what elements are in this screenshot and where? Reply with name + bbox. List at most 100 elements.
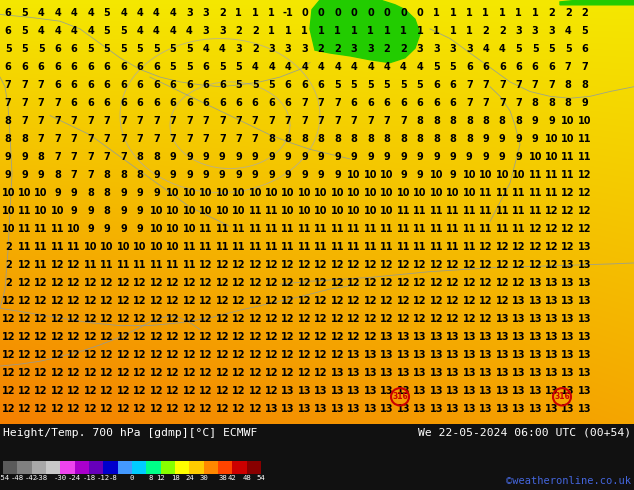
Text: 1: 1 <box>515 8 522 18</box>
Text: 13: 13 <box>314 404 328 415</box>
Text: 4: 4 <box>219 44 226 54</box>
Text: 13: 13 <box>561 296 575 306</box>
Text: 8: 8 <box>433 116 440 126</box>
Text: 12: 12 <box>265 314 278 324</box>
Text: 0: 0 <box>384 8 391 18</box>
Text: 5: 5 <box>384 80 391 90</box>
Text: 8: 8 <box>22 134 28 144</box>
Text: 12: 12 <box>183 350 196 360</box>
Text: 9: 9 <box>301 170 308 180</box>
Text: 12: 12 <box>281 332 295 343</box>
Text: 12: 12 <box>199 296 212 306</box>
Text: 12: 12 <box>331 332 344 343</box>
Text: 9: 9 <box>136 206 143 216</box>
Text: 12: 12 <box>347 332 361 343</box>
Text: 13: 13 <box>529 278 542 288</box>
Text: 1: 1 <box>466 8 473 18</box>
Text: 12: 12 <box>380 314 394 324</box>
Text: 7: 7 <box>499 98 506 108</box>
Text: 10: 10 <box>380 206 394 216</box>
Text: 8: 8 <box>466 134 473 144</box>
Text: 12: 12 <box>117 387 130 396</box>
Text: 11: 11 <box>232 224 245 234</box>
Text: 12: 12 <box>545 224 559 234</box>
Text: 9: 9 <box>169 152 176 162</box>
Text: 12: 12 <box>512 278 526 288</box>
Text: 12: 12 <box>34 368 48 378</box>
Text: 6: 6 <box>219 98 226 108</box>
Text: 4: 4 <box>136 25 143 36</box>
Text: 4: 4 <box>252 62 259 72</box>
Text: 12: 12 <box>199 278 212 288</box>
Text: 7: 7 <box>71 116 77 126</box>
Text: 11: 11 <box>199 242 212 252</box>
Text: 7: 7 <box>22 80 28 90</box>
Text: 6: 6 <box>55 62 61 72</box>
Text: 12: 12 <box>463 278 476 288</box>
Text: 12: 12 <box>199 260 212 270</box>
Text: 10: 10 <box>529 152 542 162</box>
Text: 8: 8 <box>38 152 44 162</box>
Text: 7: 7 <box>499 80 506 90</box>
Text: 11: 11 <box>463 206 476 216</box>
Text: 13: 13 <box>496 314 509 324</box>
Text: 8: 8 <box>153 152 160 162</box>
Text: 12: 12 <box>199 404 212 415</box>
Text: 7: 7 <box>38 134 44 144</box>
Text: 5: 5 <box>433 62 440 72</box>
Text: 5: 5 <box>235 80 242 90</box>
Text: 10: 10 <box>512 170 526 180</box>
Text: 13: 13 <box>430 350 443 360</box>
Text: 10: 10 <box>34 206 48 216</box>
Text: 11: 11 <box>446 206 460 216</box>
Text: 11: 11 <box>34 260 48 270</box>
Text: 12: 12 <box>479 242 493 252</box>
Text: 12: 12 <box>496 242 509 252</box>
Text: 13: 13 <box>479 387 493 396</box>
Text: 2: 2 <box>400 44 407 54</box>
Text: 13: 13 <box>529 368 542 378</box>
Text: 12: 12 <box>249 296 262 306</box>
Text: 7: 7 <box>120 152 127 162</box>
Text: 7: 7 <box>548 80 555 90</box>
Text: 7: 7 <box>515 80 522 90</box>
Text: 5: 5 <box>581 25 588 36</box>
Text: 12: 12 <box>413 314 427 324</box>
Text: 12: 12 <box>397 296 410 306</box>
Text: 8: 8 <box>581 80 588 90</box>
Text: 10: 10 <box>67 224 81 234</box>
Text: 11: 11 <box>84 260 98 270</box>
Text: 7: 7 <box>104 116 110 126</box>
Text: 12: 12 <box>512 260 526 270</box>
Text: 10: 10 <box>249 188 262 198</box>
Text: 13: 13 <box>561 404 575 415</box>
Text: 11: 11 <box>413 206 427 216</box>
Text: 13: 13 <box>578 296 592 306</box>
Text: 1: 1 <box>268 25 275 36</box>
Text: 7: 7 <box>532 80 538 90</box>
Text: 12: 12 <box>397 260 410 270</box>
Text: 12: 12 <box>51 404 65 415</box>
Text: 8: 8 <box>285 134 292 144</box>
Text: 8: 8 <box>482 116 489 126</box>
Text: 2: 2 <box>219 8 226 18</box>
Text: 11: 11 <box>430 224 443 234</box>
Text: 12: 12 <box>51 260 65 270</box>
Text: 6: 6 <box>71 98 77 108</box>
Text: 13: 13 <box>380 332 394 343</box>
Text: 11: 11 <box>479 224 493 234</box>
Text: 12: 12 <box>463 260 476 270</box>
Text: 12: 12 <box>157 475 165 481</box>
Text: 13: 13 <box>561 350 575 360</box>
Text: 12: 12 <box>281 314 295 324</box>
Text: 12: 12 <box>133 387 146 396</box>
Text: 2: 2 <box>5 242 11 252</box>
Text: 12: 12 <box>249 314 262 324</box>
Text: 11: 11 <box>463 224 476 234</box>
Text: 7: 7 <box>219 116 226 126</box>
Text: 8: 8 <box>5 116 11 126</box>
Text: 12: 12 <box>314 278 328 288</box>
Text: 13: 13 <box>545 368 559 378</box>
Text: 4: 4 <box>285 62 292 72</box>
Text: 10: 10 <box>430 188 443 198</box>
